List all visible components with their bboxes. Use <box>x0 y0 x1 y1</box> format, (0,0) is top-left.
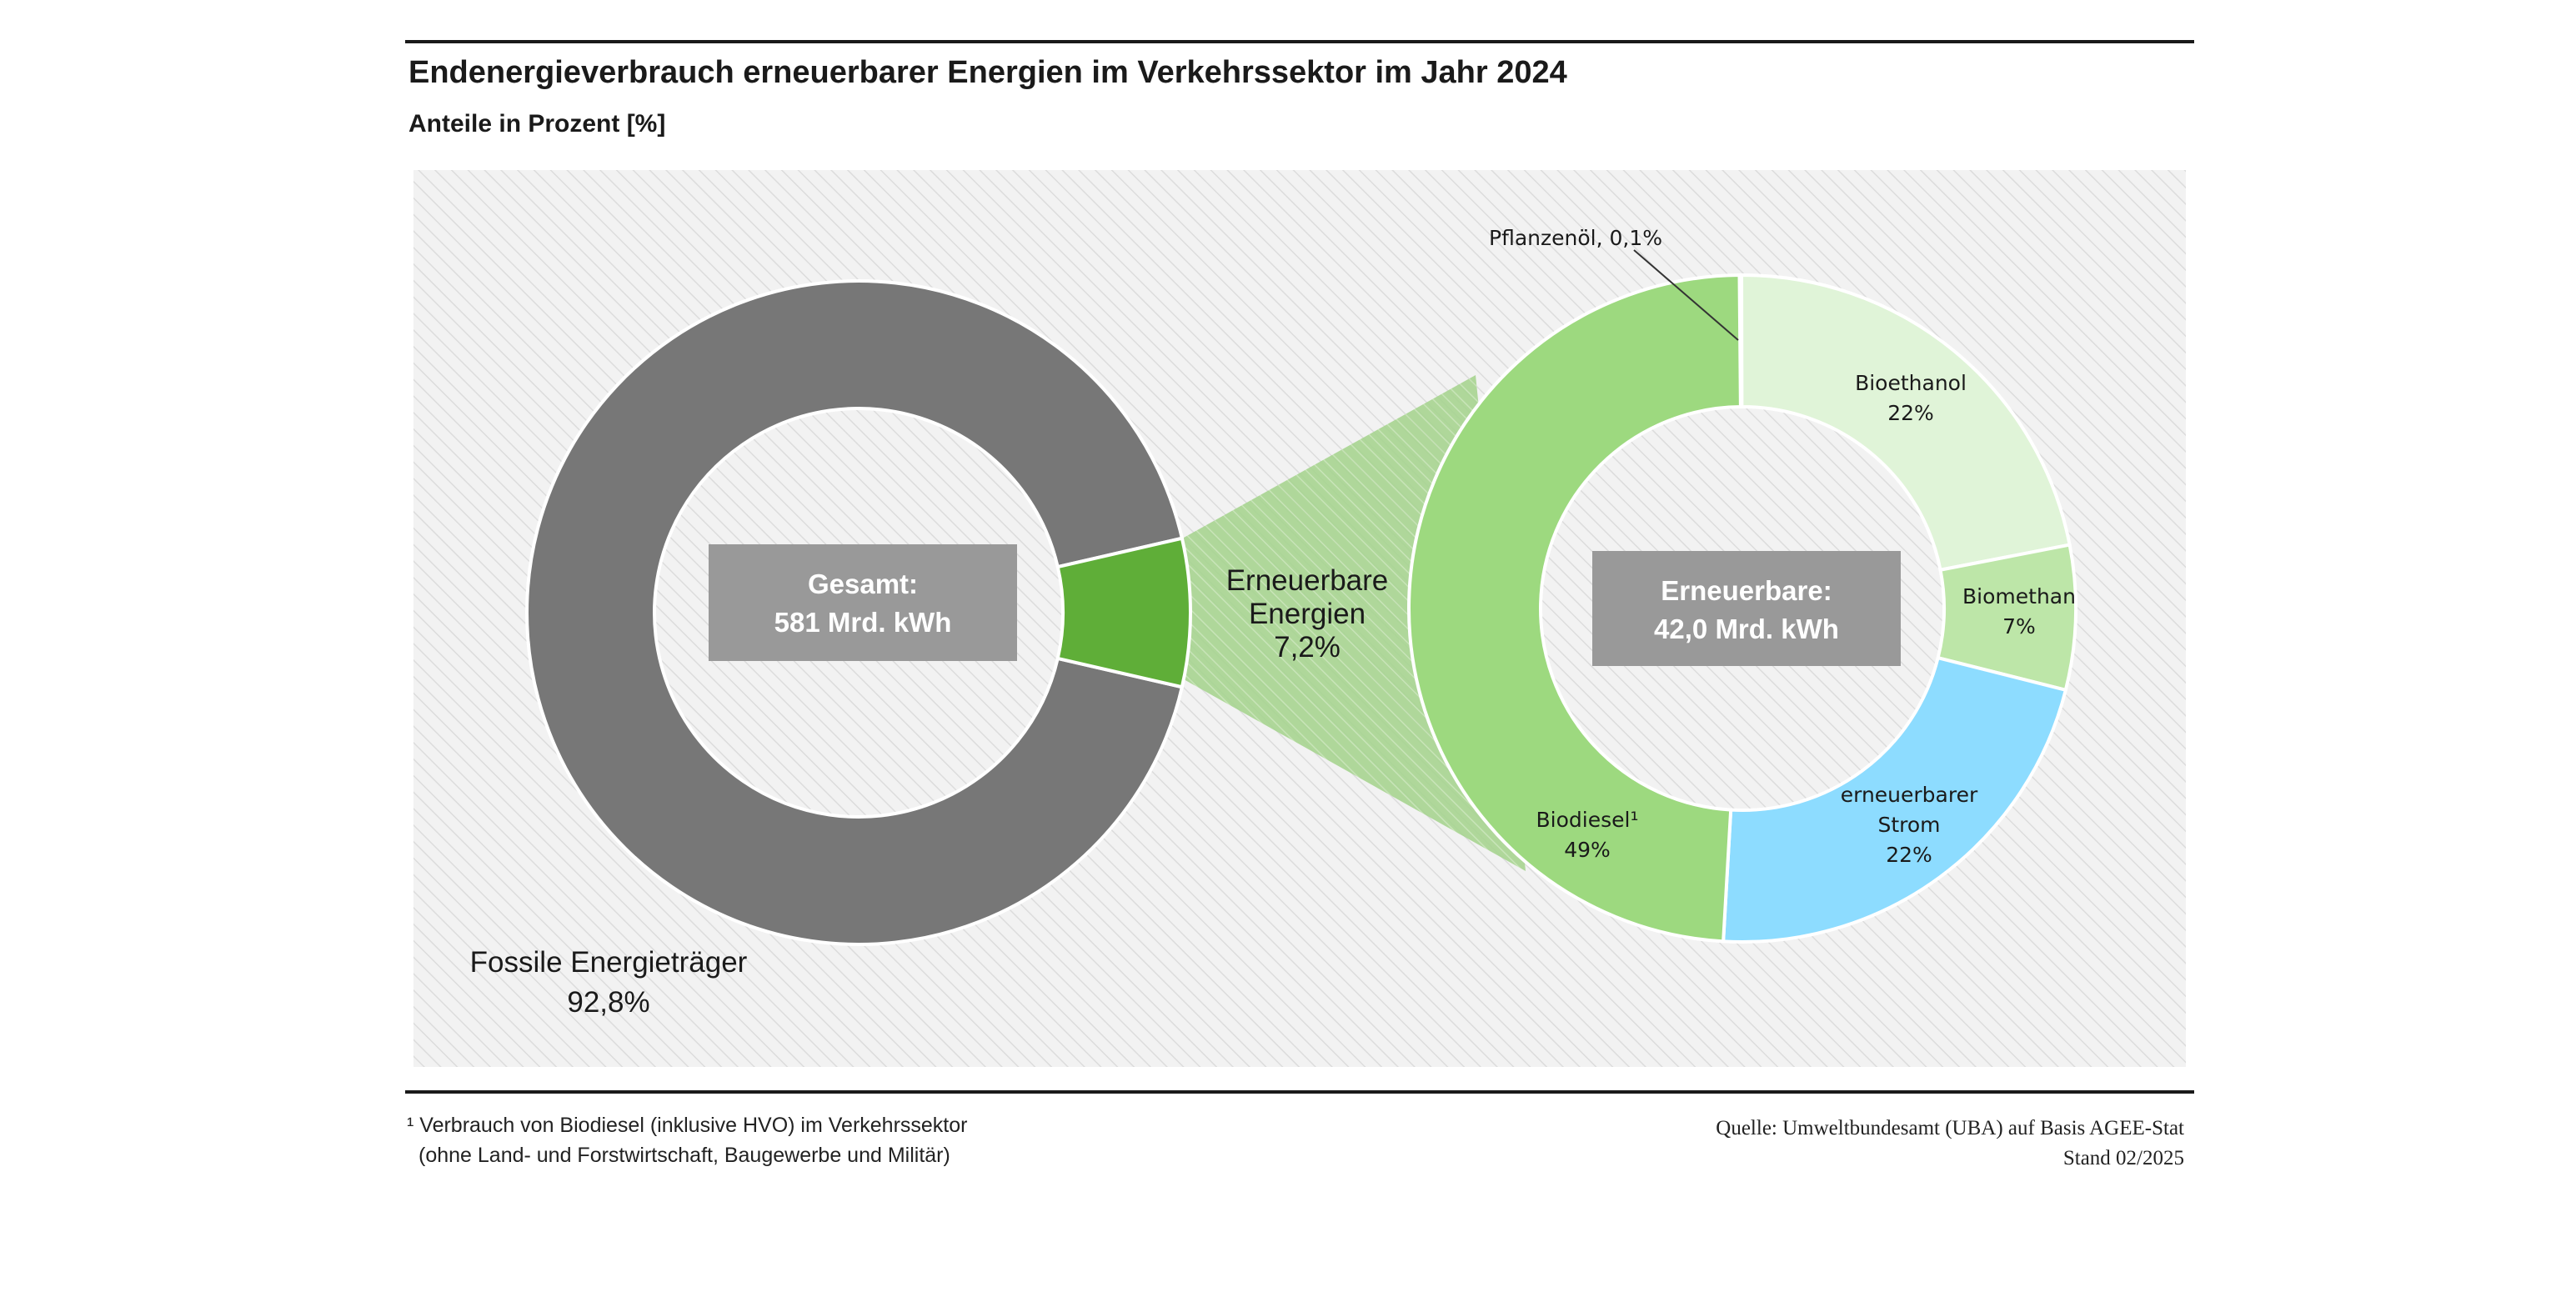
donut-total <box>524 279 1192 946</box>
donut-renewable <box>1406 273 2077 944</box>
label-erneuerbare-energien: Erneuerbare Energien 7,2% <box>1226 564 1389 664</box>
slice-bioethanol <box>1740 273 2072 573</box>
source-line: Quelle: Umweltbundesamt (UBA) auf Basis … <box>1716 1117 2184 1139</box>
leader-line-pflanzenoel <box>1633 249 1739 341</box>
label-biomethan: Biomethan 7% <box>1962 584 2076 638</box>
label-erneuerbarer-strom: erneuerbarer Strom 22% <box>1841 783 1978 867</box>
slice-biodiesel <box>1406 273 1742 944</box>
top-rule <box>405 40 2194 43</box>
footnote: ¹ Verbrauch von Biodiesel (inklusive HVO… <box>407 1110 968 1170</box>
chart-title: Endenergieverbrauch erneuerbarer Energie… <box>408 55 1567 90</box>
label-bioethanol: Bioethanol 22% <box>1855 371 1967 425</box>
footnote-line: ¹ Verbrauch von Biodiesel (inklusive HVO… <box>407 1114 968 1137</box>
slice-fossile-energieträger <box>524 279 1185 946</box>
slice-erneuerbare-energien <box>1055 536 1192 689</box>
slice-erneuerbarer-strom <box>1722 655 2068 944</box>
center-label-total: Gesamt: 581 Mrd. kWh <box>774 568 952 638</box>
source-note: Quelle: Umweltbundesamt (UBA) auf Basis … <box>1716 1114 2184 1174</box>
footnote-line: (ohne Land- und Forstwirtschaft, Baugewe… <box>418 1144 950 1167</box>
bottom-rule <box>405 1090 2194 1094</box>
center-box-renewable <box>1592 551 1901 666</box>
center-label-renewable: Erneuerbare: 42,0 Mrd. kWh <box>1654 575 1839 644</box>
stand-line: Stand 02/2025 <box>2062 1147 2184 1169</box>
label-fossile-energietraeger: Fossile Energieträger 92,8% <box>470 946 748 1019</box>
label-biodiesel: Biodiesel¹ 49% <box>1536 808 1639 862</box>
label-pflanzenoel: Pflanzenöl, 0,1% <box>1489 226 1662 250</box>
chart-labels: Gesamt: 581 Mrd. kWh Erneuerbare: 42,0 Mrd.… <box>470 226 2076 1019</box>
center-box-total <box>709 544 1017 661</box>
chart-subtitle: Anteile in Prozent [%] <box>408 110 666 138</box>
